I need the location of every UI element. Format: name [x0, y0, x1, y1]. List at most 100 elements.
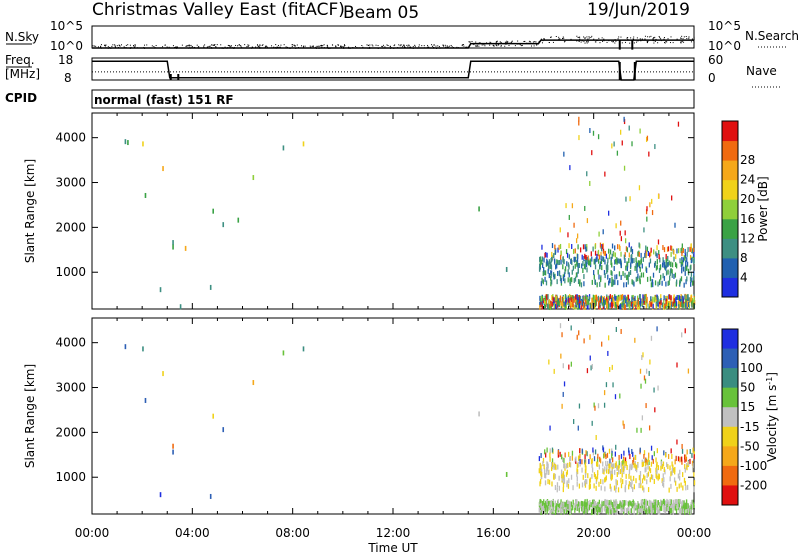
power-scatter-cell: [637, 251, 639, 257]
power-scatter-cell: [608, 210, 610, 216]
velocity-scatter-cell: [650, 504, 653, 510]
velocity-scatter-cell: [643, 450, 646, 456]
velocity-scatter-cell: [540, 468, 543, 474]
power-scatter-cell: [594, 279, 596, 285]
power-scatter-cell: [648, 151, 650, 157]
power-scatter-cell: [667, 269, 669, 275]
velocity-scatter-cell: [646, 509, 648, 515]
power-scatter-cell: [688, 303, 691, 309]
velocity-scatter-cell: [584, 462, 586, 468]
velocity-scatter-cell: [568, 451, 570, 457]
power-scatter-cell: [672, 301, 674, 307]
power-scatter-cell: [641, 263, 643, 269]
velocity-scatter-cell: [635, 478, 637, 484]
power-scatter-cell: [636, 262, 639, 268]
velocity-scatter-cell: [644, 508, 647, 514]
x-tick-label: 08:00: [275, 526, 310, 540]
power-scatter-cell: [657, 301, 659, 307]
velocity-scatter-cell: [604, 506, 606, 512]
velocity-scatter-cell: [578, 483, 581, 489]
power-scatter-cell: [652, 282, 654, 288]
velocity-scatter-cell: [560, 473, 563, 479]
velocity-scatter-cell: [656, 326, 658, 332]
nsky-point: [118, 44, 120, 46]
nsky-point: [114, 46, 116, 48]
power-scatter-cell: [570, 297, 572, 303]
power-scatter-cell: [638, 294, 641, 300]
velocity-scatter-cell: [653, 451, 655, 457]
power-scatter-cell: [621, 294, 623, 300]
velocity-scatter-cell: [611, 469, 614, 475]
nsky-point: [104, 45, 106, 47]
nsky-point: [548, 42, 550, 44]
power-scatter-cell: [577, 296, 580, 302]
power-scatter-cell: [690, 246, 693, 252]
velocity-scatter-cell: [562, 507, 564, 513]
velocity-scatter-cell: [685, 485, 687, 491]
power-scatter-cell: [569, 300, 572, 306]
power-scatter-cell: [681, 251, 683, 257]
velocity-scatter-cell: [627, 447, 630, 453]
power-scatter-cell: [556, 263, 558, 269]
power-scatter-cell: [590, 251, 592, 257]
power-scatter-cell: [569, 303, 572, 309]
velocity-scatter-cell: [576, 469, 579, 475]
velocity-scatter-cell: [649, 477, 651, 483]
power-scatter-cell: [550, 273, 552, 279]
velocity-scatter-cell: [637, 503, 640, 509]
nsky-point: [285, 46, 287, 48]
velocity-scatter-cell: [619, 503, 621, 509]
nsky-point: [683, 36, 685, 38]
power-scatter-cell: [658, 250, 660, 256]
velocity-scatter-cell: [615, 461, 617, 467]
nave-tick-top: 60: [708, 53, 723, 67]
velocity-scatter-cell: [606, 464, 608, 470]
power-scatter-cell: [573, 222, 575, 228]
power-scatter-cell: [560, 280, 563, 286]
power-scatter-cell: [599, 281, 601, 287]
power-scatter-cell: [580, 304, 582, 310]
power-scatter-cell: [583, 255, 585, 261]
power-scatter-cell: [681, 243, 683, 249]
power-scatter-cell: [679, 304, 681, 310]
velocity-scatter-cell: [557, 505, 560, 511]
velocity-scatter-cell: [633, 484, 635, 490]
power-scatter-cell: [685, 294, 687, 300]
velocity-scatter-cell: [657, 465, 660, 471]
y-tick-label: 3000: [55, 176, 86, 190]
velocity-scatter-cell: [630, 483, 633, 489]
velocity-scatter-cell: [562, 391, 564, 397]
power-scatter-cell: [610, 270, 612, 276]
power-scatter-cell: [541, 259, 543, 265]
power-scatter-cell: [627, 301, 629, 307]
nsky-point: [558, 36, 560, 38]
velocity-scatter-cell: [589, 355, 591, 361]
power-scatter-cell: [606, 262, 609, 268]
velocity-scatter-cell: [593, 402, 595, 408]
velocity-scatter-cell: [641, 355, 643, 361]
power-scatter-cell: [582, 296, 584, 302]
power-colorbar-tick: 24: [740, 173, 755, 187]
power-scatter-cell: [671, 272, 673, 278]
power-scatter-cell: [597, 134, 600, 140]
power-scatter-cell: [546, 252, 548, 258]
power-scatter-cell: [667, 261, 669, 267]
power-scatter-cell: [681, 302, 683, 308]
nsky-point: [323, 44, 325, 46]
velocity-scatter-cell: [593, 456, 596, 462]
power-scatter-cell: [650, 296, 652, 302]
velocity-scatter-cell: [597, 510, 599, 516]
velocity-scatter-cell: [621, 507, 624, 513]
nsky-point: [435, 45, 437, 47]
velocity-scatter-cell: [647, 507, 649, 513]
nsky-point: [343, 44, 345, 46]
velocity-scatter-cell: [650, 461, 653, 467]
power-scatter-cell: [651, 210, 654, 216]
power-scatter-cell: [596, 256, 598, 262]
power-scatter-cell: [687, 302, 690, 308]
power-scatter-cell: [682, 257, 685, 263]
velocity-scatter-cell: [543, 508, 545, 514]
nsky-point: [119, 45, 121, 47]
velocity-scatter-cell: [640, 427, 642, 433]
velocity-scatter-cell: [606, 452, 609, 458]
